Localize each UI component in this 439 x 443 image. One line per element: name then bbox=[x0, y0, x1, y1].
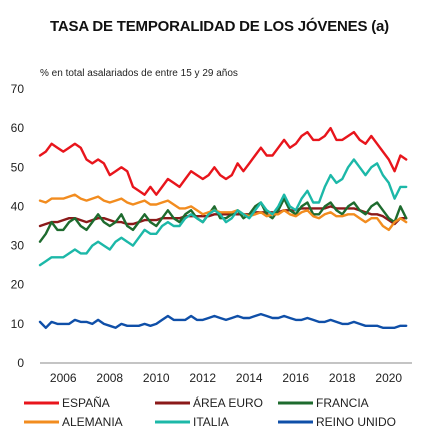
legend: ESPAÑA ÁREA EURO FRANCIA ALEMANIA ITALIA REIN… bbox=[24, 395, 396, 429]
x-tick-label: 2016 bbox=[282, 371, 309, 385]
axes: 0 10 20 30 40 50 60 70 2006 2008 2010 2012 2014 2016 2… bbox=[11, 82, 412, 385]
x-tick-label: 2020 bbox=[375, 371, 402, 385]
y-tick-label: 40 bbox=[11, 199, 25, 213]
x-tick-label: 2014 bbox=[236, 371, 263, 385]
legend-label: ESPAÑA bbox=[62, 396, 110, 410]
legend-label: ÁREA EURO bbox=[193, 395, 263, 410]
series-line-0 bbox=[38, 126, 408, 196]
y-tick-label: 0 bbox=[17, 356, 24, 370]
series-lines bbox=[38, 126, 408, 329]
legend-label: FRANCIA bbox=[316, 396, 369, 410]
x-tick-label: 2006 bbox=[50, 371, 77, 385]
x-tick-label: 2012 bbox=[189, 371, 216, 385]
y-tick-label: 20 bbox=[11, 278, 25, 292]
x-tick-label: 2008 bbox=[96, 371, 123, 385]
y-tick-label: 70 bbox=[11, 82, 25, 96]
legend-label: ALEMANIA bbox=[62, 415, 123, 429]
chart-title: TASA DE TEMPORALIDAD DE LOS JÓVENES (a) bbox=[50, 18, 389, 35]
x-tick-label: 2010 bbox=[143, 371, 170, 385]
x-tick-label: 2018 bbox=[329, 371, 356, 385]
legend-label: ITALIA bbox=[193, 415, 229, 429]
y-tick-label: 50 bbox=[11, 160, 25, 174]
series-line-5 bbox=[38, 312, 408, 329]
series-line-3 bbox=[38, 193, 408, 232]
legend-label: REINO UNIDO bbox=[316, 415, 396, 429]
chart-subtitle: % en total asalariados de entre 15 y 29 … bbox=[40, 68, 238, 79]
y-tick-label: 10 bbox=[11, 317, 25, 331]
y-tick-label: 60 bbox=[11, 121, 25, 135]
series-line-4 bbox=[38, 158, 408, 267]
y-tick-label: 30 bbox=[11, 239, 25, 253]
